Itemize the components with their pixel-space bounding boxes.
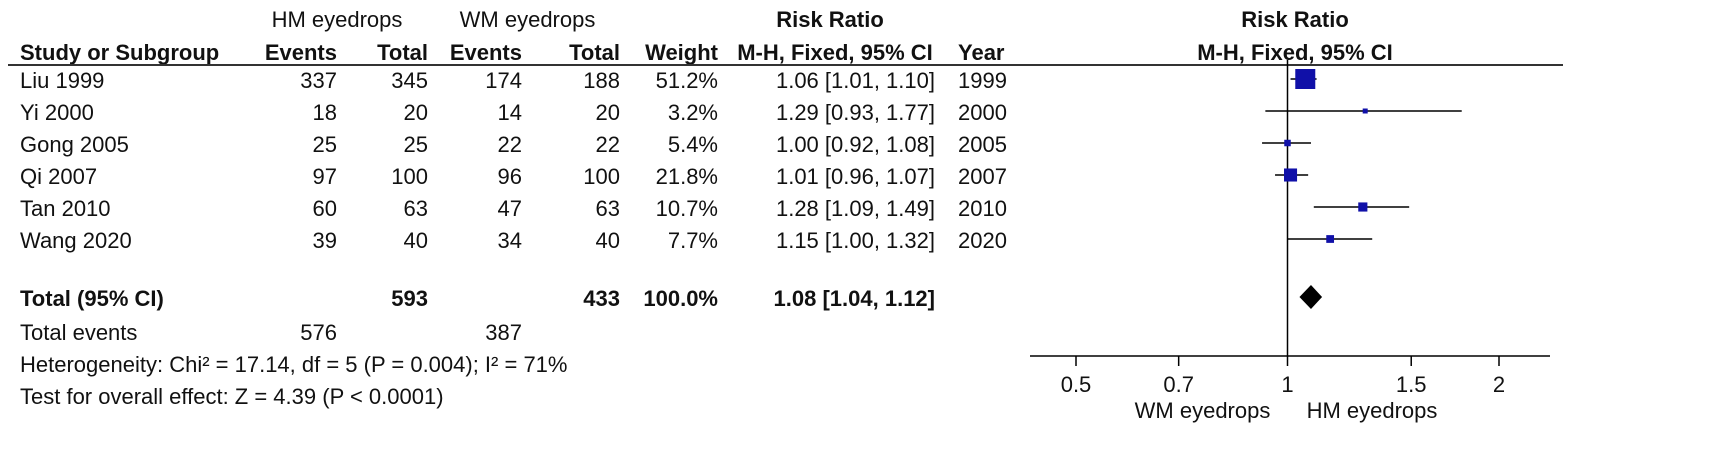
total2-value: 433 (583, 286, 620, 311)
events1-column-header: Events (264, 40, 337, 65)
study-column-header: Study or Subgroup (20, 40, 220, 65)
year-cell: 2010 (958, 196, 1007, 221)
total-ci-value: 1.08 [1.04, 1.12] (773, 286, 935, 311)
total1-value: 593 (391, 286, 428, 311)
risk-ratio-table-header: Risk Ratio (776, 7, 884, 32)
total-weight-value: 100.0% (643, 286, 718, 311)
total1-cell: 20 (403, 100, 428, 125)
header-divider (8, 64, 1563, 66)
study-point (1295, 69, 1316, 89)
events2-column-header: Events (449, 40, 522, 65)
year-cell: 2007 (958, 164, 1007, 189)
events2-cell: 174 (485, 68, 522, 93)
year-cell: 1999 (958, 68, 1007, 93)
total2-cell: 100 (583, 164, 620, 189)
ci-cell: 1.29 [0.93, 1.77] (775, 100, 935, 125)
total1-cell: 63 (403, 196, 428, 221)
study-name: Gong 2005 (20, 132, 129, 157)
total1-cell: 345 (391, 68, 428, 93)
weight-column-header: Weight (645, 40, 718, 65)
study-name: Tan 2010 (20, 196, 111, 221)
weight-cell: 10.7% (655, 196, 718, 221)
total1-column-header: Total (377, 40, 428, 65)
events1-cell: 97 (312, 164, 337, 189)
weight-cell: 5.4% (667, 132, 718, 157)
x-tick-label: 0.7 (1163, 372, 1194, 397)
total-label: Total (95% CI) (20, 286, 164, 311)
events2-cell: 22 (497, 132, 522, 157)
method-column-header: M-H, Fixed, 95% CI (737, 40, 933, 65)
ci-cell: 1.15 [1.00, 1.32] (775, 228, 935, 253)
total2-cell: 188 (583, 68, 620, 93)
plot-method-header: M-H, Fixed, 95% CI (1197, 40, 1393, 65)
year-cell: 2000 (958, 100, 1007, 125)
events1-cell: 18 (312, 100, 337, 125)
group2-header: WM eyedrops (459, 7, 596, 32)
weight-cell: 51.2% (655, 68, 718, 93)
total-events1-value: 576 (300, 320, 337, 345)
total2-column-header: Total (569, 40, 620, 65)
study-point (1284, 139, 1291, 147)
group1-header: HM eyedrops (271, 7, 403, 32)
total2-cell: 22 (595, 132, 620, 157)
year-column-header: Year (958, 40, 1005, 65)
events2-cell: 34 (497, 228, 522, 253)
study-point (1284, 168, 1298, 182)
favours-right-label: HM eyedrops (1306, 398, 1438, 423)
x-tick-label: 0.5 (1061, 372, 1092, 397)
study-point (1326, 235, 1335, 243)
study-point (1362, 108, 1368, 114)
study-point (1358, 202, 1368, 212)
events1-cell: 25 (312, 132, 337, 157)
total-events-label: Total events (20, 320, 138, 345)
ci-cell: 1.01 [0.96, 1.07] (775, 164, 935, 189)
events1-cell: 337 (300, 68, 337, 93)
pooled-diamond (1299, 285, 1323, 309)
ci-cell: 1.00 [0.92, 1.08] (775, 132, 935, 157)
ci-cell: 1.28 [1.09, 1.49] (775, 196, 935, 221)
weight-cell: 3.2% (667, 100, 718, 125)
events2-cell: 47 (497, 196, 522, 221)
total1-cell: 25 (403, 132, 428, 157)
study-name: Liu 1999 (20, 68, 105, 93)
x-tick-label: 1 (1281, 372, 1293, 397)
total2-cell: 40 (595, 228, 620, 253)
total1-cell: 100 (391, 164, 428, 189)
ci-cell: 1.06 [1.01, 1.10] (775, 68, 935, 93)
weight-cell: 21.8% (655, 164, 718, 189)
events1-cell: 39 (312, 228, 337, 253)
x-tick-label: 2 (1493, 372, 1505, 397)
total2-cell: 63 (595, 196, 620, 221)
study-name: Wang 2020 (20, 228, 132, 253)
events2-cell: 96 (497, 164, 522, 189)
favours-left-label: WM eyedrops (1134, 398, 1271, 423)
risk-ratio-plot-header: Risk Ratio (1241, 7, 1349, 32)
weight-cell: 7.7% (667, 228, 718, 253)
events1-cell: 60 (312, 196, 337, 221)
study-name: Qi 2007 (20, 164, 98, 189)
year-cell: 2020 (958, 228, 1007, 253)
events2-cell: 14 (497, 100, 522, 125)
heterogeneity-text: Heterogeneity: Chi² = 17.14, df = 5 (P =… (20, 352, 568, 377)
total1-cell: 40 (403, 228, 428, 253)
year-cell: 2005 (958, 132, 1007, 157)
x-tick-label: 1.5 (1396, 372, 1427, 397)
overall-effect-text: Test for overall effect: Z = 4.39 (P < 0… (20, 384, 444, 409)
total-events2-value: 387 (485, 320, 522, 345)
total2-cell: 20 (595, 100, 620, 125)
study-name: Yi 2000 (20, 100, 94, 125)
